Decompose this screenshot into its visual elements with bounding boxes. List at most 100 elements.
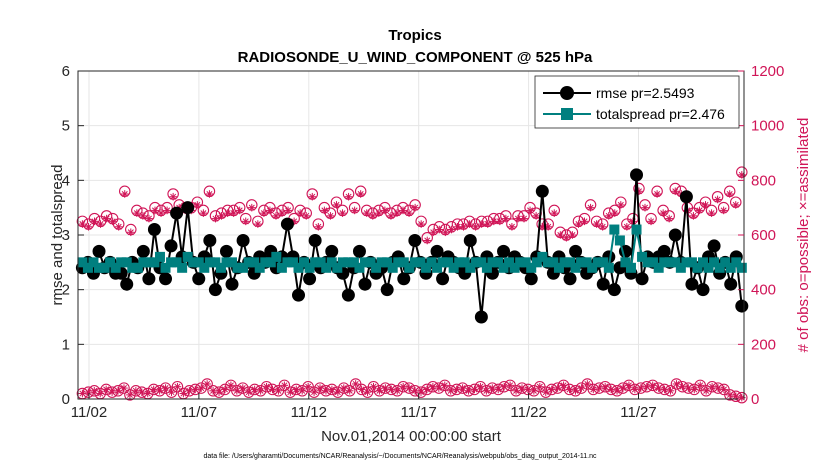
asterisk-stroke xyxy=(508,223,515,230)
asterisk-stroke xyxy=(346,387,353,394)
totalspread-point xyxy=(337,257,348,268)
obs-assimilated-marker xyxy=(464,387,473,395)
obs-assimilated-marker xyxy=(598,223,607,231)
totalspread-point xyxy=(99,262,110,273)
obs-assimilated-marker xyxy=(446,387,455,395)
totalspread-point xyxy=(714,262,725,273)
obs-assimilated-marker xyxy=(350,206,359,215)
y-tick-label: 0 xyxy=(62,391,70,408)
totalspread-point xyxy=(182,251,193,262)
obs-assimilated-marker xyxy=(256,387,265,395)
obs-assimilated-marker xyxy=(720,385,728,394)
obs-assimilated-marker xyxy=(583,380,592,388)
asterisk-stroke xyxy=(679,383,686,390)
asterisk-stroke xyxy=(732,393,739,400)
totalspread-point xyxy=(609,224,620,235)
asterisk-stroke xyxy=(625,382,632,389)
obs-assimilated-marker xyxy=(145,214,153,223)
obs-assimilated-marker xyxy=(227,381,235,390)
obs-possible-marker xyxy=(338,382,350,394)
asterisk-stroke xyxy=(309,193,316,200)
obs-assimilated-marker xyxy=(536,382,544,391)
asterisk-stroke xyxy=(641,204,649,211)
obs-assimilated-marker xyxy=(659,209,667,217)
asterisk-stroke xyxy=(614,387,621,394)
asterisk-stroke xyxy=(590,386,597,393)
obs-assimilated-marker xyxy=(387,385,396,394)
totalspread-point xyxy=(465,262,476,273)
rmse-point xyxy=(142,272,156,286)
obs-assimilated-marker xyxy=(465,220,474,228)
obs-assimilated-marker xyxy=(235,206,244,215)
asterisk-stroke xyxy=(726,190,733,198)
totalspread-point xyxy=(121,257,132,268)
obs-assimilated-marker xyxy=(247,203,256,212)
asterisk-stroke xyxy=(206,190,213,198)
asterisk-stroke xyxy=(714,196,721,203)
obs-assimilated-marker xyxy=(471,223,480,231)
obs-possible-marker xyxy=(242,386,255,398)
totalspread-point xyxy=(576,257,587,268)
obs-assimilated-marker xyxy=(641,203,649,212)
obs-possible-marker xyxy=(100,383,112,396)
asterisk-stroke xyxy=(539,223,546,230)
asterisk-stroke xyxy=(352,380,359,387)
obs-assimilated-marker xyxy=(520,214,528,223)
totalspread-point xyxy=(332,262,343,273)
obs-assimilated-marker xyxy=(387,212,395,220)
asterisk-stroke xyxy=(596,385,603,392)
asterisk-stroke xyxy=(502,215,509,222)
obs-assimilated-marker xyxy=(595,384,604,392)
rmse-point xyxy=(436,272,450,286)
rmse-point xyxy=(657,244,671,258)
asterisk-stroke xyxy=(661,386,668,393)
obs-assimilated-marker xyxy=(586,203,595,212)
asterisk-stroke xyxy=(513,387,520,394)
series-obs-possible-bottom- xyxy=(76,378,748,404)
obs-assimilated-marker xyxy=(524,385,532,394)
obs-possible-marker xyxy=(314,382,326,394)
y2-tick-label: 1000 xyxy=(751,118,784,135)
totalspread-point xyxy=(271,251,282,262)
totalspread-point xyxy=(282,257,293,268)
totalspread-point xyxy=(77,257,88,268)
asterisk-stroke xyxy=(133,210,140,217)
rmse-point xyxy=(358,277,372,291)
obs-assimilated-marker xyxy=(308,192,317,201)
obs-assimilated-marker xyxy=(672,380,681,388)
asterisk-stroke xyxy=(212,215,219,222)
obs-assimilated-marker xyxy=(138,388,146,396)
asterisk-stroke xyxy=(138,389,145,396)
rmse-point xyxy=(635,272,649,286)
asterisk-stroke xyxy=(708,210,715,217)
obs-assimilated-marker xyxy=(322,387,330,395)
asterisk-stroke xyxy=(126,391,133,398)
rmse-point xyxy=(225,277,239,291)
asterisk-stroke xyxy=(548,386,555,393)
totalspread-point xyxy=(553,262,564,273)
asterisk-stroke xyxy=(369,212,376,219)
totalspread-point xyxy=(664,257,675,268)
obs-assimilated-marker xyxy=(429,228,438,237)
totalspread-point xyxy=(725,262,736,273)
totalspread-point xyxy=(409,257,420,268)
obs-assimilated-marker xyxy=(339,384,348,392)
asterisk-stroke xyxy=(643,383,650,390)
totalspread-point xyxy=(559,257,570,268)
asterisk-stroke xyxy=(566,386,573,393)
obs-possible-marker xyxy=(480,385,493,397)
asterisk-stroke xyxy=(581,218,588,225)
totalspread-point xyxy=(637,251,648,262)
totalspread-point xyxy=(476,257,487,268)
obs-assimilated-marker xyxy=(550,209,559,217)
asterisk-stroke xyxy=(144,390,151,397)
obs-possible-marker xyxy=(474,380,487,393)
obs-assimilated-marker xyxy=(229,209,238,217)
obs-assimilated-marker xyxy=(272,212,280,220)
obs-assimilated-marker xyxy=(702,387,710,395)
y-tick-label: 3 xyxy=(62,227,70,244)
obs-assimilated-marker xyxy=(133,209,141,217)
asterisk-stroke xyxy=(257,387,264,394)
asterisk-stroke xyxy=(536,383,543,390)
